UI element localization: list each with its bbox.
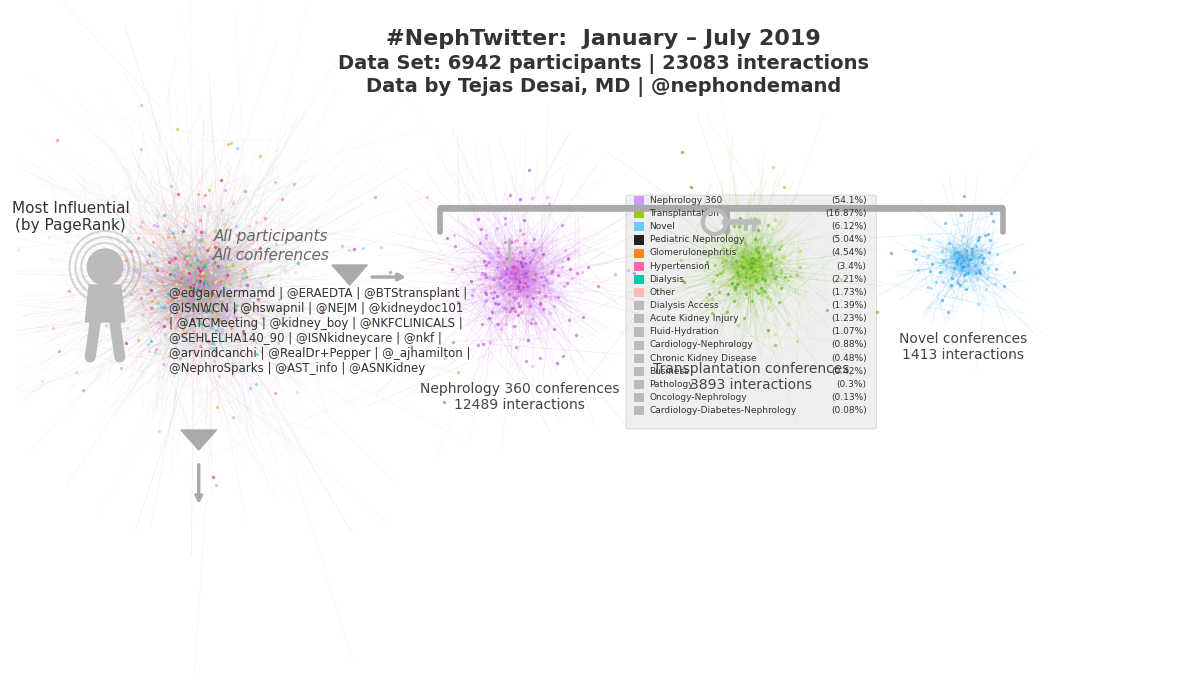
Text: Data by Tejas Desai, MD | @nephondemand: Data by Tejas Desai, MD | @nephondemand [366, 77, 841, 97]
Text: Fluid-Hydration: Fluid-Hydration [649, 327, 719, 336]
Circle shape [88, 249, 122, 285]
Polygon shape [85, 285, 125, 322]
Text: Pathology: Pathology [649, 380, 694, 389]
FancyBboxPatch shape [634, 236, 643, 244]
FancyBboxPatch shape [634, 367, 643, 376]
Text: (0.42%): (0.42%) [832, 367, 866, 376]
FancyBboxPatch shape [634, 262, 643, 271]
Text: Glomerulonephritis: Glomerulonephritis [649, 248, 737, 257]
FancyBboxPatch shape [634, 314, 643, 324]
Text: Dialysis: Dialysis [649, 275, 684, 284]
Text: (0.13%): (0.13%) [830, 393, 866, 402]
FancyBboxPatch shape [634, 341, 643, 350]
FancyBboxPatch shape [634, 406, 643, 416]
Text: Data Set: 6942 participants | 23083 interactions: Data Set: 6942 participants | 23083 inte… [337, 54, 869, 74]
Text: Transplantation: Transplantation [649, 209, 720, 218]
Text: Other: Other [649, 288, 676, 297]
Text: Cardiology-Diabetes-Nephrology: Cardiology-Diabetes-Nephrology [649, 406, 797, 415]
FancyBboxPatch shape [634, 209, 643, 219]
Text: Nephrology 360: Nephrology 360 [649, 196, 722, 204]
Text: (2.21%): (2.21%) [832, 275, 866, 284]
Text: (1.23%): (1.23%) [830, 314, 866, 323]
Text: Novel: Novel [649, 222, 676, 231]
Text: (3.4%): (3.4%) [836, 261, 866, 271]
Text: (0.88%): (0.88%) [830, 341, 866, 349]
Text: Cardiology-Nephrology: Cardiology-Nephrology [649, 341, 754, 349]
Text: (1.73%): (1.73%) [830, 288, 866, 297]
FancyBboxPatch shape [634, 288, 643, 297]
Text: Novel conferences
1413 interactions: Novel conferences 1413 interactions [899, 332, 1027, 362]
Text: (54.1%): (54.1%) [830, 196, 866, 204]
Text: Chronic Kidney Disease: Chronic Kidney Disease [649, 353, 756, 362]
Polygon shape [332, 265, 367, 285]
Text: (4.54%): (4.54%) [832, 248, 866, 257]
Text: Hypertension: Hypertension [649, 261, 710, 271]
FancyBboxPatch shape [626, 195, 876, 429]
Text: Most Influential
(by PageRank): Most Influential (by PageRank) [12, 201, 130, 233]
FancyBboxPatch shape [634, 275, 643, 284]
FancyBboxPatch shape [634, 196, 643, 205]
FancyBboxPatch shape [634, 353, 643, 363]
Text: (1.07%): (1.07%) [830, 327, 866, 336]
Text: (1.39%): (1.39%) [830, 301, 866, 310]
Text: Oncology-Nephrology: Oncology-Nephrology [649, 393, 748, 402]
Text: (0.08%): (0.08%) [830, 406, 866, 415]
Text: Transplantation conferences
3893 interactions: Transplantation conferences 3893 interac… [653, 362, 850, 392]
Text: #NephTwitter:  January – July 2019: #NephTwitter: January – July 2019 [386, 29, 821, 49]
Text: (0.3%): (0.3%) [836, 380, 866, 389]
Polygon shape [181, 430, 216, 450]
Text: Dialysis Access: Dialysis Access [649, 301, 718, 310]
Text: Business: Business [649, 367, 689, 376]
Text: @edgarvlermamd | @ERAEDTA | @BTStransplant |
@ISNWCN | @hswapnil | @NEJM | @kidn: @edgarvlermamd | @ERAEDTA | @BTStranspla… [169, 287, 470, 375]
FancyBboxPatch shape [634, 301, 643, 310]
FancyBboxPatch shape [634, 222, 643, 232]
Text: Nephrology 360 conferences
12489 interactions: Nephrology 360 conferences 12489 interac… [420, 382, 619, 412]
Text: Acute Kidney Injury: Acute Kidney Injury [649, 314, 738, 323]
FancyBboxPatch shape [634, 328, 643, 336]
FancyBboxPatch shape [634, 380, 643, 389]
Text: (6.12%): (6.12%) [830, 222, 866, 231]
FancyBboxPatch shape [634, 393, 643, 402]
Text: All participants: All participants [214, 230, 328, 244]
Text: (16.87%): (16.87%) [826, 209, 866, 218]
Text: (0.48%): (0.48%) [830, 353, 866, 362]
Text: (5.04%): (5.04%) [830, 235, 866, 244]
Text: All conferences: All conferences [212, 248, 329, 263]
Text: Pediatric Nephrology: Pediatric Nephrology [649, 235, 744, 244]
FancyBboxPatch shape [634, 248, 643, 258]
